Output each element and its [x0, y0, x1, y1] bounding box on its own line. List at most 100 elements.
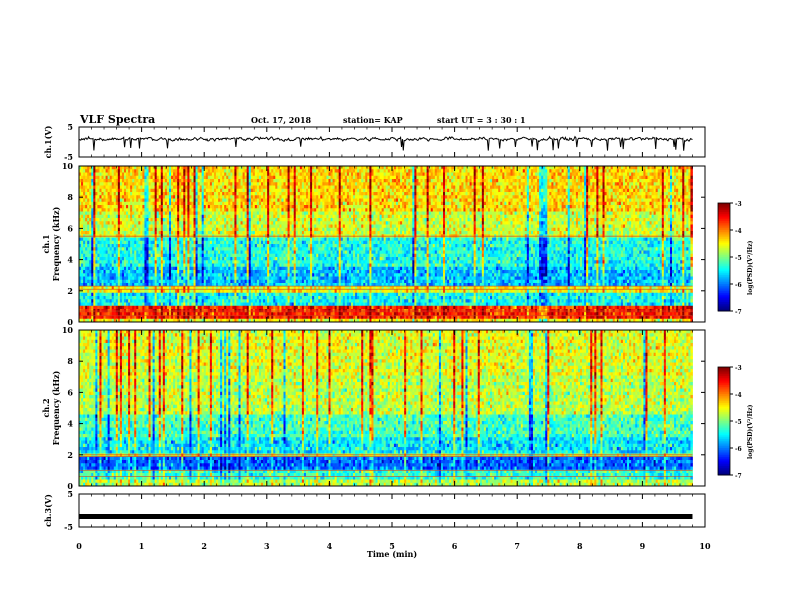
spectrogram-cell — [103, 292, 106, 297]
spectrogram-cell — [166, 185, 170, 190]
spectrogram-cell — [89, 231, 92, 235]
spectrogram-cell — [95, 208, 98, 212]
spectrogram-cell — [119, 166, 123, 170]
spectrogram-cell — [148, 299, 151, 303]
spectrogram-cell — [113, 182, 117, 186]
spectrogram-cell — [148, 214, 151, 219]
spectrogram-cell — [181, 289, 184, 294]
spectrogram-cell — [142, 175, 145, 180]
spectrogram-cell — [164, 312, 168, 316]
spectrogram-cell — [179, 296, 182, 300]
spectrogram-cell — [175, 195, 178, 199]
spectrogram-cell — [179, 208, 182, 212]
spectrogram-cell — [162, 195, 166, 199]
spectrogram-cell — [160, 240, 164, 245]
spectrogram-cell — [117, 195, 121, 199]
spectrogram-cell — [113, 214, 117, 219]
spectrogram-cell — [146, 299, 149, 303]
spectrogram-cell — [142, 195, 145, 199]
spectrogram-cell — [123, 273, 127, 277]
spectrogram-cell — [146, 221, 149, 225]
spectrogram-cell — [166, 305, 170, 310]
spectrogram-cell — [162, 312, 166, 316]
spectrogram-cell — [177, 305, 180, 310]
spectrogram-cell — [130, 208, 133, 212]
spectrogram-cell — [107, 286, 111, 290]
spectrogram-cell — [123, 244, 127, 248]
spectrogram-cell — [87, 224, 90, 229]
spectrogram-cell — [83, 231, 86, 235]
spectrogram-cell — [132, 205, 135, 209]
spectrogram-cell — [87, 211, 90, 216]
spectrogram-cell — [101, 214, 104, 219]
spectrogram-cell — [103, 250, 106, 255]
spectrogram-cell — [185, 175, 188, 180]
spectrogram-cell — [197, 175, 201, 180]
spectrogram-cell — [119, 240, 123, 245]
spectrogram-cell — [156, 166, 160, 170]
spectrogram-cell — [113, 175, 117, 180]
spectrogram-cell — [79, 286, 82, 290]
spectrogram-cell — [99, 182, 102, 186]
spectrogram-cell — [130, 286, 133, 290]
spectrogram-cell — [158, 253, 162, 258]
spectrogram-cell — [121, 292, 125, 297]
spectrogram-cell — [173, 198, 176, 203]
spectrogram-cell — [166, 166, 170, 170]
spectrogram-cell — [117, 175, 121, 180]
spectrogram-cell — [138, 299, 141, 303]
spectrogram-cell — [134, 266, 137, 271]
spectrogram-cell — [173, 270, 176, 274]
spectrogram-cell — [117, 273, 121, 277]
spectrogram-cell — [158, 166, 162, 170]
spectrogram-cell — [83, 214, 86, 219]
spectrogram-cell — [148, 273, 151, 277]
spectrogram-cell — [113, 240, 117, 245]
spectrogram-cell — [93, 182, 96, 186]
spectrogram-cell — [175, 192, 178, 196]
spectrogram-cell — [87, 302, 90, 307]
spectrogram-cell — [107, 208, 111, 212]
spectrogram-cell — [171, 214, 174, 219]
spectrogram-cell — [177, 260, 180, 264]
spectrogram-cell — [121, 175, 125, 180]
spectrogram-cell — [142, 315, 145, 320]
spectrogram-cell — [89, 270, 92, 274]
spectrogram-cell — [95, 211, 98, 216]
spectrogram-cell — [105, 214, 109, 219]
spectrogram-cell — [126, 257, 129, 261]
spectrogram-cell — [195, 231, 198, 235]
spectrogram-cell — [156, 198, 160, 203]
spectrogram-cell — [111, 198, 115, 203]
spectrogram-cell — [103, 270, 106, 274]
spectrogram-cell — [101, 302, 104, 307]
spectrogram-cell — [152, 279, 156, 284]
spectrogram-cell — [91, 250, 94, 255]
spectrogram-cell — [146, 208, 149, 212]
spectrogram-cell — [168, 172, 172, 177]
spectrogram-cell — [154, 218, 158, 222]
spectrogram-cell — [158, 263, 162, 268]
spectrogram-cell — [166, 247, 170, 251]
spectrogram-cell — [150, 302, 154, 307]
spectrogram-cell — [168, 188, 172, 193]
spectrogram-cell — [107, 260, 111, 264]
spectrogram-cell — [179, 283, 182, 287]
spectrogram-cell — [183, 286, 186, 290]
spectrogram-cell — [89, 296, 92, 300]
spectrogram-cell — [93, 279, 96, 284]
spectrogram-cell — [79, 227, 82, 232]
spectrogram-cell — [154, 279, 158, 284]
spectrogram-cell — [144, 253, 147, 258]
spectrogram-cell — [83, 224, 86, 229]
spectrogram-cell — [183, 214, 186, 219]
spectrogram-cell — [150, 270, 154, 274]
spectrogram-cell — [95, 214, 98, 219]
spectrogram-cell — [150, 273, 154, 277]
spectrogram-cell — [144, 244, 147, 248]
spectrogram-cell — [85, 292, 88, 297]
spectrogram-cell — [97, 318, 100, 323]
spectrogram-cell — [193, 260, 196, 264]
spectrogram-cell — [160, 250, 164, 255]
spectrogram-cell — [177, 201, 180, 206]
